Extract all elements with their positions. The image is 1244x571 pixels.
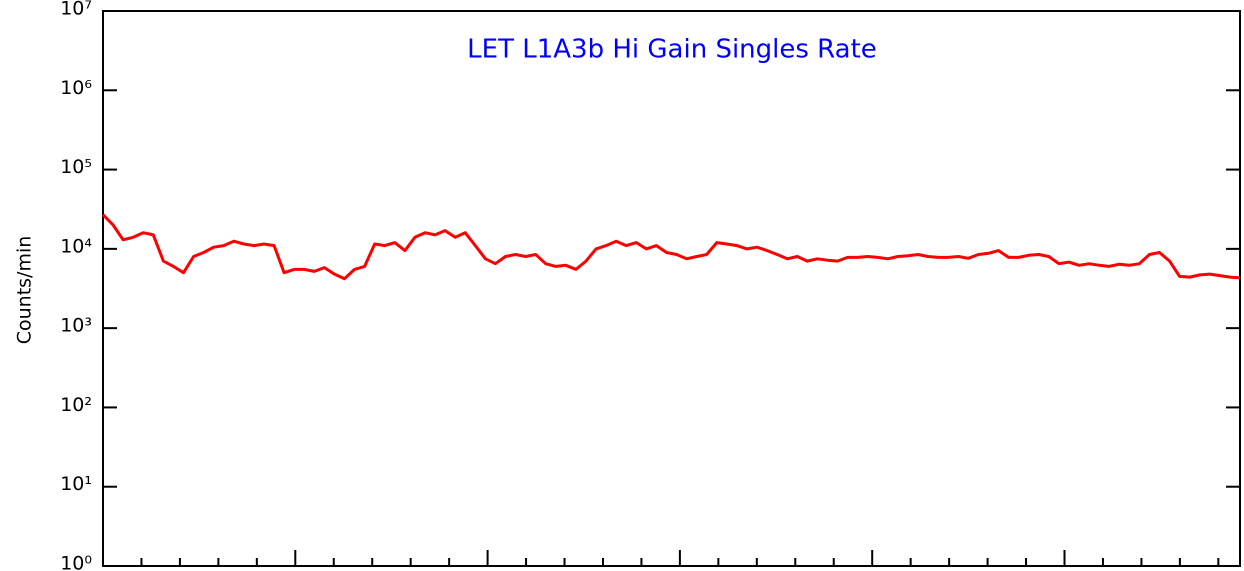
data-line bbox=[101, 213, 1241, 281]
y-tick-label: 10² bbox=[60, 394, 92, 416]
chart-title: LET L1A3b Hi Gain Singles Rate bbox=[467, 35, 877, 65]
y-tick-label: 10⁵ bbox=[60, 156, 92, 178]
y-tick-label: 10¹ bbox=[60, 473, 92, 495]
plot-frame bbox=[102, 10, 1241, 567]
y-tick-label: 10⁷ bbox=[60, 0, 92, 20]
y-tick-label: 10⁰ bbox=[60, 553, 92, 571]
y-axis-label: Counts/min bbox=[14, 236, 36, 345]
y-tick-label: 10⁴ bbox=[60, 235, 92, 257]
y-tick-label: 10⁶ bbox=[60, 77, 92, 99]
y-tick-label: 10³ bbox=[60, 315, 92, 337]
